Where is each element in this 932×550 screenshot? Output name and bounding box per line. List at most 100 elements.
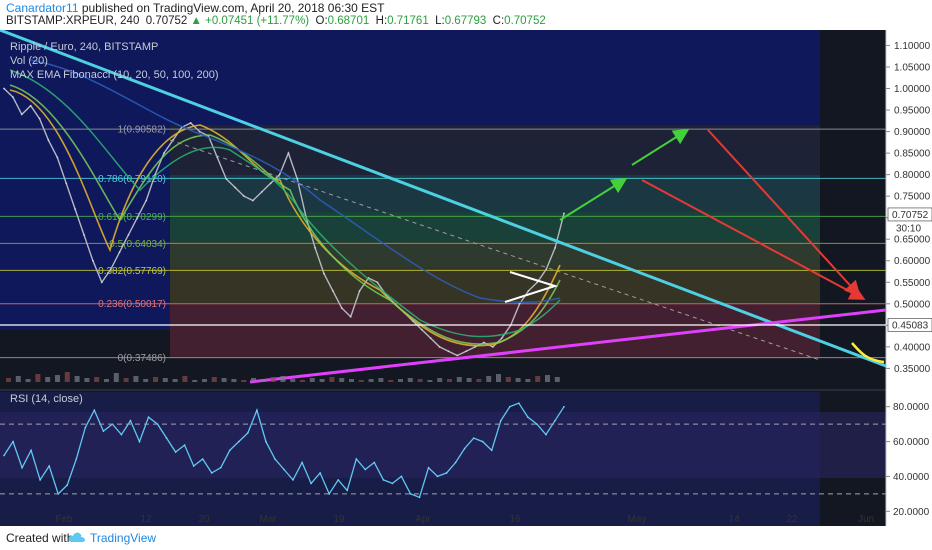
volume-bar	[45, 377, 51, 382]
volume-bar	[398, 379, 403, 382]
rsi-point	[256, 409, 258, 412]
yellow-curve	[851, 342, 885, 364]
rsi-tick-label: 80.0000	[893, 402, 930, 413]
time-tick-label: Mar	[259, 514, 277, 525]
rsi-axis-ticks: 80.0000 60.0000 40.0000 20.0000	[0, 402, 930, 518]
fib-level-label: 0.618(0.70299)	[98, 212, 166, 223]
fib-zone-teal	[170, 175, 820, 212]
price-point	[163, 152, 165, 155]
volume-bar	[525, 379, 531, 382]
green-arrow-1	[559, 177, 628, 221]
price-point	[20, 113, 23, 116]
green-arrow-2	[631, 128, 690, 166]
rsi-point	[30, 449, 32, 452]
fib-level-label: 0.5(0.64034)	[109, 239, 166, 250]
volume-bar	[94, 377, 100, 382]
price-point	[420, 328, 423, 331]
price-axis-bg	[886, 30, 932, 526]
volume-bar	[280, 376, 286, 382]
price-point	[438, 345, 441, 348]
red-arrow-1	[641, 179, 866, 300]
rsi-point	[545, 433, 547, 436]
rsi-point	[518, 402, 520, 405]
red-arrow-2	[707, 129, 861, 297]
current-price-text: 0.70752	[892, 210, 929, 221]
volume-bar	[84, 378, 90, 382]
rsi-point	[536, 423, 538, 425]
price-tick-label: 0.75000	[894, 192, 931, 203]
price-point	[376, 281, 379, 284]
rsi-point	[472, 437, 475, 439]
price-point	[109, 268, 112, 271]
volume-bar	[162, 378, 168, 382]
rsi-point	[391, 482, 394, 485]
rsi-point	[229, 449, 231, 452]
tradingview-link[interactable]: TradingView	[90, 531, 157, 545]
bar-countdown: 30:10	[896, 223, 921, 234]
price-point	[287, 152, 290, 155]
rsi-point	[445, 472, 448, 474]
rsi-point	[219, 466, 222, 469]
rsi-point	[283, 468, 285, 471]
time-tick-label: 22	[786, 514, 798, 525]
volume-bar	[25, 379, 31, 382]
price-point	[296, 178, 299, 180]
rsi-point	[201, 458, 204, 460]
time-tick-label: 16	[509, 514, 521, 525]
rsi-point	[129, 419, 132, 422]
fib-zone-red	[170, 303, 820, 358]
published-text: published on TradingView.com, April 20, …	[78, 1, 385, 15]
ema-legend: MAX EMA Fibonacci (10, 20, 50, 100, 200)	[10, 69, 219, 81]
price-point	[234, 186, 237, 189]
time-tick-label: 12	[140, 514, 152, 525]
volume-bar	[35, 374, 41, 382]
rsi-point	[373, 461, 376, 464]
volume-bar	[192, 380, 198, 382]
price-point	[456, 354, 459, 357]
author-link[interactable]: Canardator11	[6, 1, 79, 15]
rsi-point	[165, 437, 168, 439]
high-value: 0.71761	[387, 15, 429, 27]
price-point	[483, 341, 485, 344]
rsi-point	[481, 440, 484, 443]
volume-bar	[309, 378, 315, 382]
volume-bar	[104, 379, 109, 382]
rsi-point	[509, 405, 511, 408]
price-series	[3, 87, 565, 357]
price-point	[536, 281, 539, 284]
volume-bar	[535, 376, 541, 382]
price-point	[527, 289, 530, 292]
price-point	[145, 199, 148, 202]
price-point	[518, 302, 521, 305]
price-tick-label: 0.55000	[894, 278, 931, 289]
last-price: 0.70752	[145, 15, 188, 27]
close-value: 0.70752	[504, 15, 546, 27]
price-point	[331, 289, 334, 292]
chart-canvas[interactable]: 1(0.90582) 0.786(0.79120) 0.618(0.70299) 0.…	[0, 30, 932, 526]
volume-bar	[241, 380, 247, 382]
volume-bar	[476, 379, 482, 382]
rsi-point	[120, 433, 123, 436]
price-tick-label: 1.10000	[894, 41, 931, 52]
rsi-point	[527, 416, 529, 418]
rsi-point	[454, 461, 457, 464]
rsi-tick-label: 60.0000	[893, 437, 930, 448]
rsi-point	[66, 484, 69, 486]
close-label: C:	[492, 15, 505, 27]
time-tick-label: 14	[728, 514, 740, 525]
price-tick-label: 0.50000	[894, 299, 931, 310]
price-point	[278, 173, 281, 176]
price-point	[65, 182, 68, 185]
rsi-point	[364, 468, 367, 471]
price-point	[38, 117, 41, 120]
volume-bar	[339, 378, 345, 382]
volume-bar	[221, 378, 227, 382]
rsi-point	[292, 479, 294, 481]
time-axis-ticks: Feb 12 20 Mar 19 Apr 16 May 14 22 Jun	[55, 514, 874, 525]
volume-bar	[202, 379, 207, 382]
rsi-tick-label: 40.0000	[893, 472, 930, 483]
rsi-point	[210, 472, 213, 474]
created-with-text: Created with	[6, 531, 74, 545]
vol-legend: Vol (20)	[10, 55, 48, 67]
rsi-point	[400, 475, 403, 478]
